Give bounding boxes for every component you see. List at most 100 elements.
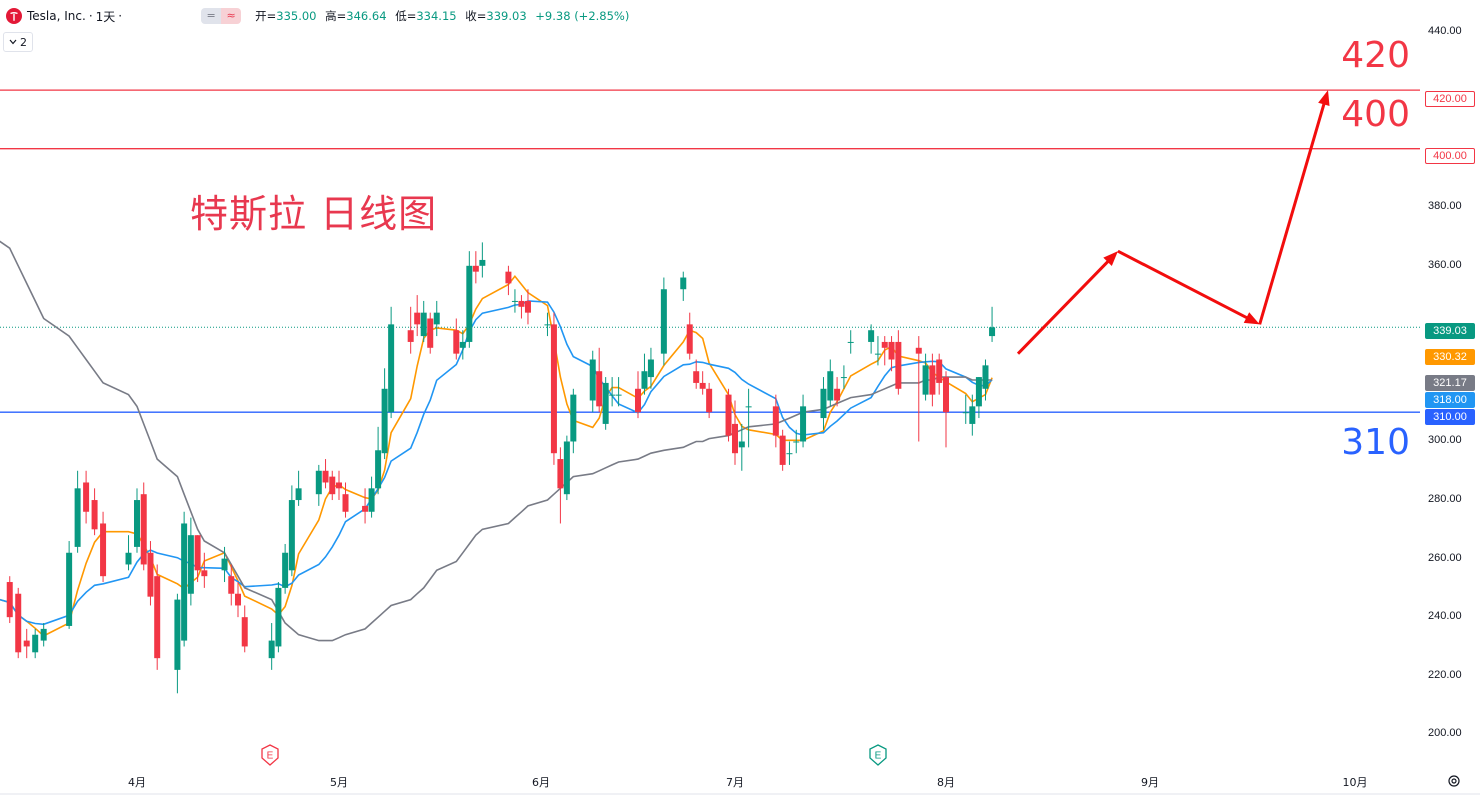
candle <box>362 488 369 524</box>
x-axis-label: 8月 <box>937 776 955 789</box>
candle <box>459 330 466 360</box>
earnings-event-marker[interactable]: E <box>261 744 279 766</box>
candle-body <box>329 476 336 495</box>
candle-body <box>706 388 713 413</box>
candle <box>125 535 132 571</box>
candle-body <box>800 406 807 442</box>
candle <box>187 517 194 606</box>
candle-body <box>466 265 473 342</box>
toggle-equal-button[interactable]: = <box>201 8 222 24</box>
candle <box>943 371 949 448</box>
candle-body <box>241 617 248 647</box>
candle <box>868 324 875 354</box>
candle-body <box>194 535 201 571</box>
candle <box>725 388 732 442</box>
candle-body <box>615 394 622 396</box>
candle <box>929 353 936 407</box>
candle-body <box>929 365 936 395</box>
candle-body <box>693 371 700 383</box>
separator: · <box>88 9 93 23</box>
candle-body <box>83 482 90 512</box>
earnings-event-marker[interactable]: E <box>869 744 887 766</box>
y-axis-label: 300.00 <box>1428 434 1462 447</box>
candle-body <box>221 558 228 571</box>
candle <box>686 312 693 360</box>
candle <box>433 300 440 337</box>
candle <box>100 511 107 583</box>
candle <box>420 300 427 342</box>
chart-mode-toggle[interactable]: = ≈ <box>201 8 242 24</box>
y-axis-label: 200.00 <box>1428 727 1462 740</box>
price-tag: 318.00 <box>1425 392 1475 408</box>
symbol-name[interactable]: Tesla, Inc. <box>27 9 86 23</box>
candle <box>388 306 395 419</box>
projection-arrow-head <box>1243 312 1260 325</box>
candle-body <box>868 330 875 342</box>
candle-body <box>201 570 208 577</box>
price-tag: 339.03 <box>1425 323 1475 339</box>
tesla-logo-icon <box>6 8 22 24</box>
ohlc-values: 开=335.00 高=346.64 低=334.15 收=339.03 +9.3… <box>255 8 634 24</box>
candle <box>83 470 90 524</box>
candle-body <box>414 312 421 325</box>
candle <box>922 353 929 401</box>
candle-body <box>268 640 275 659</box>
candle-body <box>563 441 570 495</box>
candle <box>235 582 241 618</box>
candle <box>982 359 989 401</box>
candle-body <box>282 552 289 588</box>
candle <box>969 394 976 436</box>
y-axis-label: 360.00 <box>1428 258 1462 271</box>
candle-body <box>368 488 375 512</box>
candle-body <box>100 523 107 577</box>
candle-body <box>315 470 322 495</box>
candle <box>472 251 479 284</box>
chevron-down-icon <box>9 39 17 45</box>
candle <box>563 435 570 501</box>
candle <box>589 350 596 413</box>
candle <box>820 377 827 430</box>
candle <box>201 552 208 588</box>
candle-body <box>453 330 460 354</box>
candle <box>154 564 161 670</box>
projection-arrow-line <box>1258 97 1328 325</box>
indicator-collapse-button[interactable]: 2 <box>3 32 33 52</box>
interval-label[interactable]: 1天 <box>95 9 116 24</box>
open-value: 335.00 <box>276 9 317 23</box>
candle <box>275 582 282 653</box>
candle-body <box>187 535 194 594</box>
candle-body <box>881 341 888 348</box>
candle <box>874 336 881 366</box>
candle-body <box>23 640 30 647</box>
candle <box>15 587 22 659</box>
candle <box>282 543 289 594</box>
candle-body <box>174 599 181 670</box>
candle <box>375 426 382 495</box>
settings-gear-icon[interactable] <box>1447 774 1461 788</box>
candle <box>557 447 564 524</box>
candle <box>74 470 81 553</box>
candle <box>322 459 329 489</box>
candle-body <box>235 593 241 606</box>
candle-body <box>40 628 47 641</box>
candle-body <box>922 365 929 395</box>
candle-body <box>596 371 603 407</box>
candle-body <box>635 388 641 413</box>
projection-arrow-head <box>1318 90 1330 107</box>
candle <box>194 535 201 583</box>
close-key: 收= <box>465 9 487 23</box>
candle <box>975 377 982 419</box>
candle-body <box>609 394 616 396</box>
toggle-approx-button[interactable]: ≈ <box>221 8 242 24</box>
candle-body <box>459 341 466 348</box>
price-tag: 420.00 <box>1425 91 1475 107</box>
price-tag: 310.00 <box>1425 409 1475 425</box>
candle-body <box>840 377 847 379</box>
price-tag: 400.00 <box>1425 148 1475 164</box>
candle-body <box>982 365 989 389</box>
candle <box>888 336 895 372</box>
candle-body <box>15 593 22 653</box>
candle <box>693 359 700 389</box>
candle <box>793 429 800 454</box>
